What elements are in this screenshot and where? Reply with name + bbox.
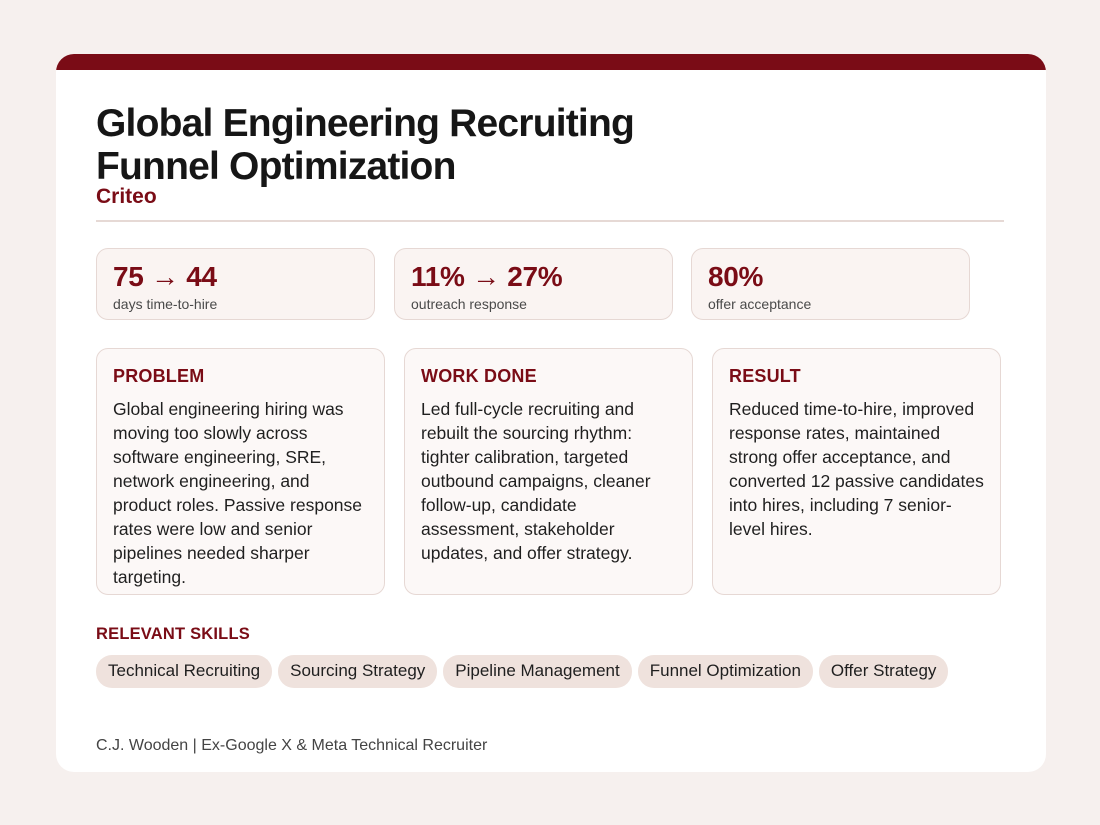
metric-label: days time-to-hire	[113, 296, 218, 312]
panel-body: Global engineering hiring was moving too…	[113, 399, 363, 587]
company-name: Criteo	[96, 185, 157, 208]
metric-label: outreach response	[411, 296, 527, 312]
panel-body: Led full-cycle recruiting and rebuilt th…	[421, 399, 651, 563]
skills-heading: RELEVANT SKILLS	[96, 625, 250, 643]
skill-chip: Sourcing Strategy	[278, 655, 438, 688]
panel-heading: PROBLEM	[113, 366, 205, 386]
panel-work-done: WORK DONE Led full-cycle recruiting and …	[404, 348, 693, 595]
skills-list: Technical Recruiting Sourcing Strategy P…	[96, 655, 949, 688]
panel-heading: RESULT	[729, 366, 801, 386]
metric-value: 11% → 27%	[411, 261, 563, 292]
metric-label: offer acceptance	[708, 296, 812, 312]
panel-body: Reduced time-to-hire, improved response …	[729, 399, 984, 539]
skill-chip: Technical Recruiting	[96, 655, 273, 688]
title-line-1: Global Engineering Recruiting	[96, 102, 635, 145]
skill-chip: Funnel Optimization	[637, 655, 813, 688]
accent-bar	[56, 54, 1046, 70]
skill-chip: Pipeline Management	[443, 655, 632, 688]
panel-heading: WORK DONE	[421, 366, 537, 386]
case-study-card: Global Engineering Recruiting Funnel Opt…	[56, 54, 1046, 772]
metric-value: 75 → 44	[113, 261, 217, 292]
skill-chip: Offer Strategy	[818, 655, 949, 688]
divider	[96, 220, 1004, 222]
metric-outreach-response: 11% → 27% outreach response	[394, 248, 673, 320]
metric-time-to-hire: 75 → 44 days time-to-hire	[96, 248, 375, 320]
panel-problem: PROBLEM Global engineering hiring was mo…	[96, 348, 385, 595]
panel-result: RESULT Reduced time-to-hire, improved re…	[712, 348, 1001, 595]
footer-credit: C.J. Wooden | Ex-Google X & Meta Technic…	[96, 737, 488, 754]
metric-value: 80%	[708, 261, 764, 292]
metric-offer-acceptance: 80% offer acceptance	[691, 248, 970, 320]
page-title: Global Engineering Recruiting Funnel Opt…	[96, 102, 736, 188]
title-line-2: Funnel Optimization	[96, 145, 456, 188]
